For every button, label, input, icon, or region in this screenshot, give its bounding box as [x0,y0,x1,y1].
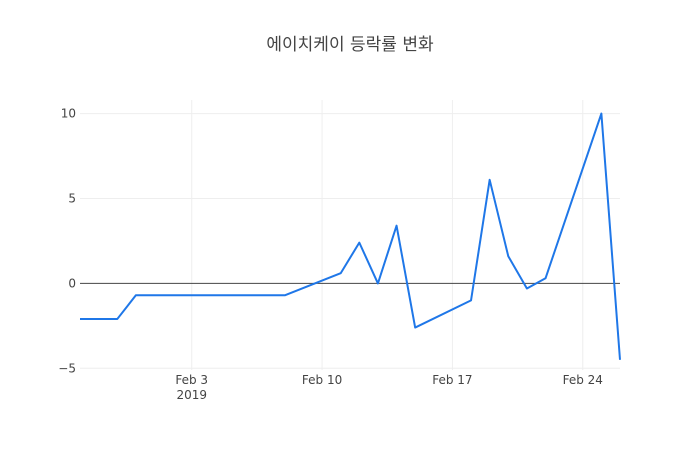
y-tick-label: 5 [68,191,76,205]
x-tick-label: Feb 10 [302,373,342,387]
x-tick-label: Feb 24 [563,373,603,387]
x-tick-label: Feb 17 [432,373,472,387]
x-tick-year: 2019 [176,388,207,402]
grid [80,100,620,370]
x-tick-label: Feb 3 [175,373,208,387]
series-layer [79,112,621,360]
y-tick-label: −5 [58,361,76,375]
series-line [80,112,621,360]
y-tick-label: 10 [61,107,76,121]
chart-title: 에이치케이 등락률 변화 [266,35,434,55]
y-tick-label: 0 [68,276,76,290]
